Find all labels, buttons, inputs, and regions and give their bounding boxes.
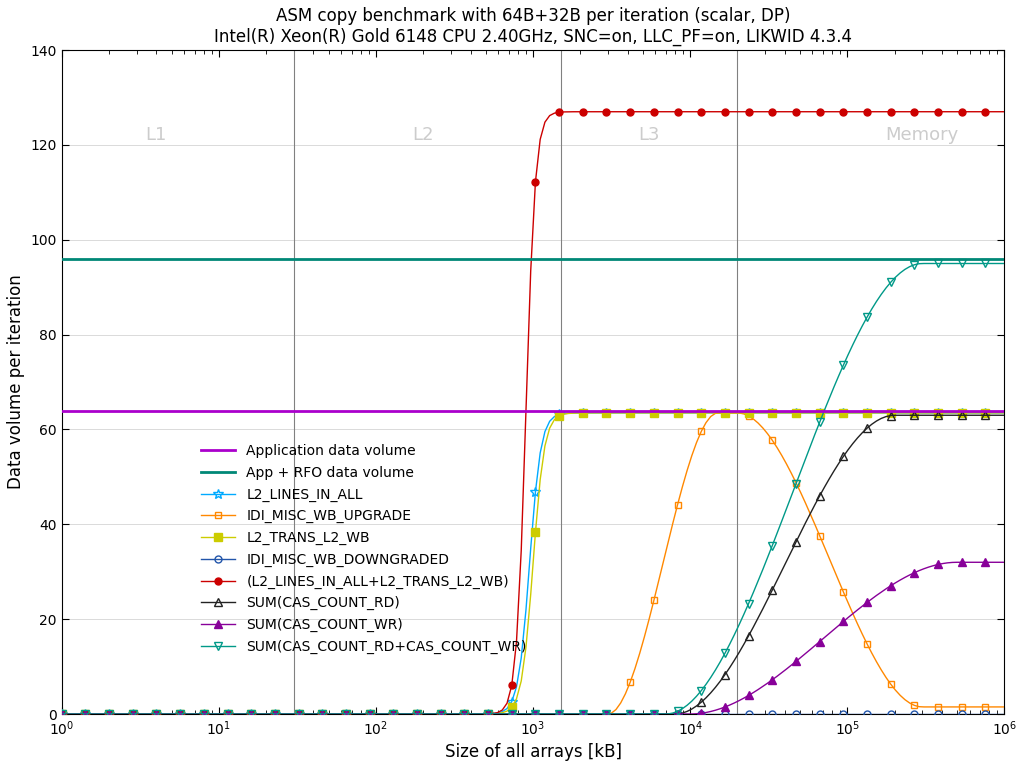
SUM(CAS_COUNT_RD) [923,411,935,420]
SUM(CAS_COUNT_RD) [955,411,968,420]
SUM(CAS_COUNT_RD+CAS_COUNT_WR) [113,710,125,719]
IDI_MISC_WB_UPGRADE [923,702,935,711]
L2_LINES_IN_ALL [733,409,745,418]
SUM(CAS_COUNT_RD+CAS_COUNT_WR) [306,710,318,719]
SUM(CAS_COUNT_RD) [889,411,901,420]
IDI_MISC_WB_DOWNGRADED [55,710,68,719]
L2_LINES_IN_ALL [113,710,125,719]
(L2_LINES_IN_ALL+L2_TRANS_L2_WB) [955,107,968,116]
L2_TRANS_L2_WB [55,710,68,719]
(L2_LINES_IN_ALL+L2_TRANS_L2_WB) [230,710,243,719]
IDI_MISC_WB_DOWNGRADED [230,710,243,719]
Line: IDI_MISC_WB_DOWNGRADED: IDI_MISC_WB_DOWNGRADED [58,710,1008,717]
SUM(CAS_COUNT_RD+CAS_COUNT_WR) [55,710,68,719]
SUM(CAS_COUNT_RD+CAS_COUNT_WR) [230,710,243,719]
Line: L2_TRANS_L2_WB: L2_TRANS_L2_WB [57,409,1009,718]
IDI_MISC_WB_DOWNGRADED [306,710,318,719]
(L2_LINES_IN_ALL+L2_TRANS_L2_WB) [695,107,708,116]
IDI_MISC_WB_DOWNGRADED [93,710,105,719]
Title: ASM copy benchmark with 64B+32B per iteration (scalar, DP)
Intel(R) Xeon(R) Gold: ASM copy benchmark with 64B+32B per iter… [214,7,852,46]
L2_LINES_IN_ALL [306,710,318,719]
SUM(CAS_COUNT_RD+CAS_COUNT_WR) [955,259,968,268]
SUM(CAS_COUNT_RD+CAS_COUNT_WR) [93,710,105,719]
IDI_MISC_WB_DOWNGRADED [998,710,1011,719]
IDI_MISC_WB_UPGRADE [55,710,68,719]
L2_TRANS_L2_WB [737,409,750,418]
SUM(CAS_COUNT_RD) [93,710,105,719]
SUM(CAS_COUNT_WR) [230,710,243,719]
SUM(CAS_COUNT_RD+CAS_COUNT_WR) [918,259,930,268]
SUM(CAS_COUNT_WR) [306,710,318,719]
L2_LINES_IN_ALL [955,409,968,418]
Text: L1: L1 [145,127,167,144]
SUM(CAS_COUNT_WR) [93,710,105,719]
Legend: Application data volume, App + RFO data volume, L2_LINES_IN_ALL, IDI_MISC_WB_UPG: Application data volume, App + RFO data … [201,444,527,654]
Line: IDI_MISC_WB_UPGRADE: IDI_MISC_WB_UPGRADE [58,409,1008,717]
IDI_MISC_WB_UPGRADE [955,702,968,711]
Text: L3: L3 [639,127,660,144]
L2_TRANS_L2_WB [306,710,318,719]
IDI_MISC_WB_DOWNGRADED [918,710,930,719]
(L2_LINES_IN_ALL+L2_TRANS_L2_WB) [93,710,105,719]
L2_TRANS_L2_WB [923,409,935,418]
(L2_LINES_IN_ALL+L2_TRANS_L2_WB) [306,710,318,719]
L2_TRANS_L2_WB [998,409,1011,418]
SUM(CAS_COUNT_WR) [55,710,68,719]
(L2_LINES_IN_ALL+L2_TRANS_L2_WB) [113,710,125,719]
App + RFO data volume [55,254,68,263]
SUM(CAS_COUNT_WR) [955,558,968,567]
L2_TRANS_L2_WB [93,710,105,719]
SUM(CAS_COUNT_WR) [998,558,1011,567]
Line: SUM(CAS_COUNT_WR): SUM(CAS_COUNT_WR) [57,558,1009,718]
Line: (L2_LINES_IN_ALL+L2_TRANS_L2_WB): (L2_LINES_IN_ALL+L2_TRANS_L2_WB) [58,108,1008,717]
L2_LINES_IN_ALL [230,710,243,719]
L2_LINES_IN_ALL [93,710,105,719]
IDI_MISC_WB_UPGRADE [93,710,105,719]
Line: SUM(CAS_COUNT_RD+CAS_COUNT_WR): SUM(CAS_COUNT_RD+CAS_COUNT_WR) [57,260,1009,718]
Y-axis label: Data volume per iteration: Data volume per iteration [7,275,25,489]
(L2_LINES_IN_ALL+L2_TRANS_L2_WB) [923,107,935,116]
IDI_MISC_WB_UPGRADE [714,409,726,418]
SUM(CAS_COUNT_RD) [998,411,1011,420]
SUM(CAS_COUNT_RD+CAS_COUNT_WR) [998,259,1011,268]
L2_LINES_IN_ALL [923,409,935,418]
(L2_LINES_IN_ALL+L2_TRANS_L2_WB) [998,107,1011,116]
IDI_MISC_WB_DOWNGRADED [951,710,964,719]
L2_LINES_IN_ALL [998,409,1011,418]
SUM(CAS_COUNT_WR) [951,558,964,567]
Line: SUM(CAS_COUNT_RD): SUM(CAS_COUNT_RD) [57,411,1009,718]
(L2_LINES_IN_ALL+L2_TRANS_L2_WB) [55,710,68,719]
IDI_MISC_WB_DOWNGRADED [113,710,125,719]
IDI_MISC_WB_UPGRADE [230,710,243,719]
Line: L2_LINES_IN_ALL: L2_LINES_IN_ALL [57,408,1010,719]
L2_TRANS_L2_WB [955,409,968,418]
SUM(CAS_COUNT_RD) [113,710,125,719]
X-axis label: Size of all arrays [kB]: Size of all arrays [kB] [444,743,622,761]
Text: L2: L2 [413,127,434,144]
L2_TRANS_L2_WB [230,710,243,719]
SUM(CAS_COUNT_RD) [230,710,243,719]
SUM(CAS_COUNT_WR) [918,564,930,574]
SUM(CAS_COUNT_RD+CAS_COUNT_WR) [923,259,935,268]
Application data volume [55,406,68,415]
IDI_MISC_WB_UPGRADE [113,710,125,719]
L2_TRANS_L2_WB [113,710,125,719]
IDI_MISC_WB_UPGRADE [306,710,318,719]
IDI_MISC_WB_UPGRADE [998,702,1011,711]
L2_LINES_IN_ALL [55,710,68,719]
Text: Memory: Memory [886,127,958,144]
SUM(CAS_COUNT_RD) [306,710,318,719]
SUM(CAS_COUNT_RD) [55,710,68,719]
SUM(CAS_COUNT_WR) [113,710,125,719]
